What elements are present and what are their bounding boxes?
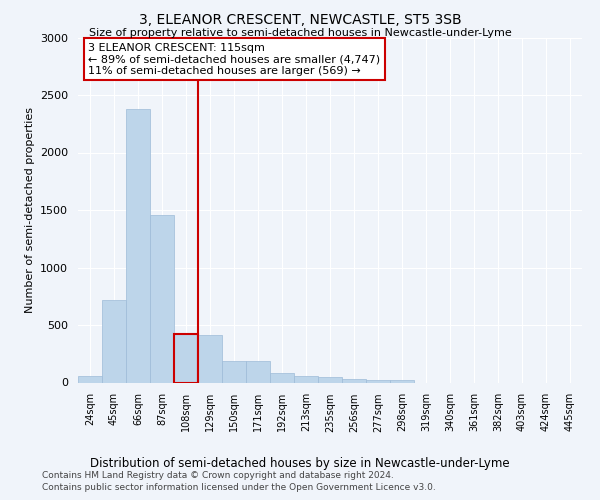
Bar bbox=[390, 380, 414, 382]
Bar bbox=[174, 334, 198, 382]
Text: Distribution of semi-detached houses by size in Newcastle-under-Lyme: Distribution of semi-detached houses by … bbox=[90, 458, 510, 470]
Bar bbox=[150, 214, 174, 382]
Bar bbox=[294, 376, 318, 382]
Text: 3 ELEANOR CRESCENT: 115sqm
← 89% of semi-detached houses are smaller (4,747)
11%: 3 ELEANOR CRESCENT: 115sqm ← 89% of semi… bbox=[88, 42, 380, 76]
Bar bbox=[318, 378, 342, 382]
Bar bbox=[222, 361, 246, 382]
Text: 3, ELEANOR CRESCENT, NEWCASTLE, ST5 3SB: 3, ELEANOR CRESCENT, NEWCASTLE, ST5 3SB bbox=[139, 12, 461, 26]
Bar bbox=[246, 361, 270, 382]
Text: Contains HM Land Registry data © Crown copyright and database right 2024.: Contains HM Land Registry data © Crown c… bbox=[42, 471, 394, 480]
Bar bbox=[102, 300, 126, 382]
Bar bbox=[198, 335, 222, 382]
Bar bbox=[78, 376, 102, 382]
Bar bbox=[342, 379, 366, 382]
Y-axis label: Number of semi-detached properties: Number of semi-detached properties bbox=[25, 107, 35, 313]
Text: Size of property relative to semi-detached houses in Newcastle-under-Lyme: Size of property relative to semi-detach… bbox=[89, 28, 511, 38]
Bar bbox=[270, 372, 294, 382]
Text: Contains public sector information licensed under the Open Government Licence v3: Contains public sector information licen… bbox=[42, 484, 436, 492]
Bar bbox=[366, 380, 390, 382]
Bar bbox=[126, 109, 150, 382]
